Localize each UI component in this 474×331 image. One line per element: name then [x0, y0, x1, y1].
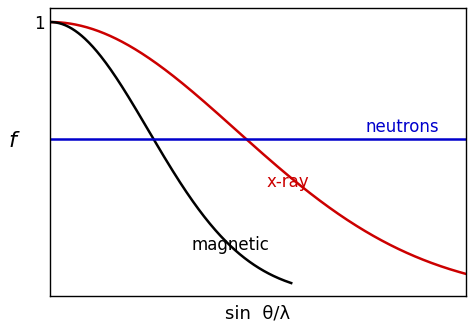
- X-axis label: sin  θ/λ: sin θ/λ: [226, 305, 291, 323]
- Y-axis label: $f$: $f$: [9, 130, 21, 152]
- Text: x-ray: x-ray: [266, 173, 309, 191]
- Text: neutrons: neutrons: [366, 118, 439, 136]
- Text: magnetic: magnetic: [191, 236, 269, 254]
